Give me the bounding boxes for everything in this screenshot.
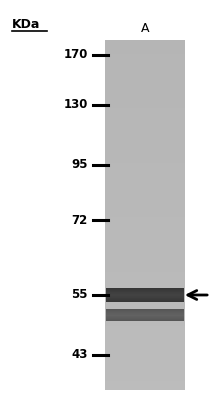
Text: 170: 170 bbox=[64, 48, 88, 62]
Text: 43: 43 bbox=[72, 348, 88, 362]
Text: KDa: KDa bbox=[12, 18, 40, 31]
Text: 55: 55 bbox=[71, 288, 88, 302]
Text: 72: 72 bbox=[72, 214, 88, 226]
Text: 95: 95 bbox=[71, 158, 88, 172]
Text: 130: 130 bbox=[64, 98, 88, 112]
Text: A: A bbox=[141, 22, 149, 35]
